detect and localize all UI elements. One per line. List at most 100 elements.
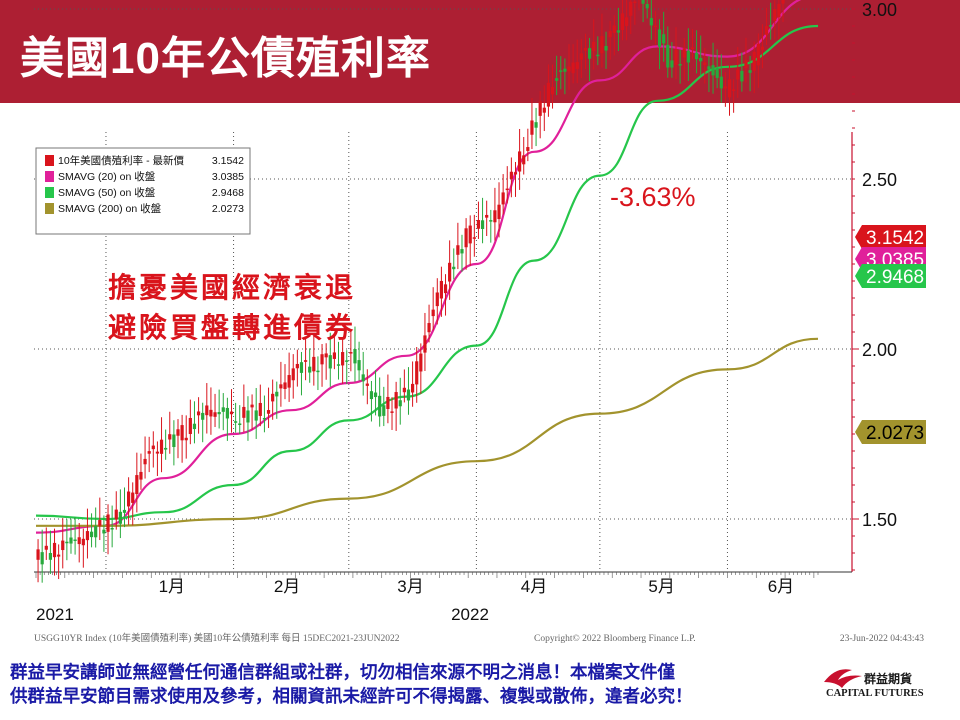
candle-body bbox=[699, 57, 703, 62]
candle-body bbox=[299, 362, 304, 373]
candle-body bbox=[616, 30, 620, 33]
candle-body bbox=[723, 86, 727, 89]
candle-body bbox=[649, 18, 653, 26]
candle-body bbox=[279, 384, 283, 389]
candle-body bbox=[52, 542, 57, 558]
candle-body bbox=[781, 0, 785, 4]
candle-body bbox=[472, 237, 476, 239]
year-label-2022: 2022 bbox=[451, 605, 489, 624]
candle-body bbox=[715, 67, 719, 78]
tag-last-price: 3.1542 bbox=[855, 225, 926, 249]
candle-body bbox=[159, 439, 164, 454]
candle-body bbox=[336, 364, 341, 366]
legend-swatch-2 bbox=[45, 187, 54, 198]
candle-body bbox=[184, 437, 188, 441]
disclaimer-line-1: 群益早安講師並無經營任何通信群組或社群，切勿相信來源不明之消息！本檔案文件僅 bbox=[10, 662, 675, 682]
candle-body bbox=[587, 48, 592, 59]
candle-body bbox=[740, 70, 744, 82]
candle-body bbox=[180, 425, 184, 441]
candle-body bbox=[287, 375, 291, 388]
candle-body bbox=[48, 553, 53, 560]
logo-bird-icon bbox=[824, 669, 862, 688]
candle-body bbox=[131, 492, 135, 503]
legend-label-3: SMAVG (200) on 收盤 bbox=[58, 202, 162, 215]
candle-body bbox=[534, 122, 538, 128]
candle-body bbox=[242, 406, 246, 418]
candle-body bbox=[57, 554, 61, 557]
candle-body bbox=[518, 151, 522, 172]
candle-body bbox=[608, 31, 612, 38]
candle-body bbox=[369, 391, 374, 400]
candle-body bbox=[744, 60, 748, 69]
candle-body bbox=[89, 531, 94, 538]
candle-body bbox=[386, 396, 390, 409]
candle-body bbox=[122, 509, 127, 513]
logo-en: CAPITAL FUTURES bbox=[826, 688, 924, 699]
candle-body bbox=[777, 3, 781, 18]
legend-label-0: 10年美國債殖利率 - 最新價 bbox=[58, 154, 185, 167]
copyright-text: Copyright© 2022 Bloomberg Finance L.P. bbox=[534, 633, 696, 644]
candle-body bbox=[357, 360, 361, 371]
x-tick-label-5: 6月 bbox=[768, 577, 794, 596]
candle-body bbox=[571, 62, 575, 74]
candle-body bbox=[419, 353, 423, 372]
candle-body bbox=[694, 52, 699, 60]
year-label-2021: 2021 bbox=[36, 605, 74, 624]
candle-body bbox=[596, 54, 600, 57]
source-text: USGG10YR Index (10年美國債殖利率) 美國10年公債殖利率 每日… bbox=[34, 632, 400, 644]
candle-body bbox=[176, 429, 180, 436]
candle-body bbox=[283, 382, 287, 389]
candle-body bbox=[254, 410, 258, 421]
candle-body bbox=[151, 445, 155, 450]
legend-value-0: 3.1542 bbox=[212, 155, 244, 167]
legend-label-2: SMAVG (50) on 收盤 bbox=[58, 186, 156, 199]
candle-body bbox=[225, 407, 229, 419]
candle-body bbox=[501, 192, 505, 205]
candle-body bbox=[40, 552, 44, 565]
candle-body bbox=[480, 220, 485, 229]
candle-body bbox=[410, 383, 415, 393]
candle-body bbox=[513, 172, 518, 175]
candle-body bbox=[493, 210, 497, 223]
candle-body bbox=[460, 249, 464, 254]
candle-body bbox=[732, 89, 736, 91]
candle-body bbox=[443, 284, 448, 294]
y-tick-label-3: 3.00 bbox=[862, 0, 897, 20]
candle-body bbox=[666, 44, 670, 68]
candle-body bbox=[139, 471, 143, 480]
sma20-line bbox=[35, 0, 802, 534]
x-tick-label-0: 1月 bbox=[159, 577, 185, 596]
legend-swatch-1 bbox=[45, 171, 54, 182]
candle-body bbox=[670, 60, 674, 68]
candle-body bbox=[550, 87, 555, 95]
candle-body bbox=[155, 451, 160, 454]
candle-body bbox=[674, 49, 678, 65]
candle-body bbox=[456, 245, 460, 255]
candle-body bbox=[373, 392, 378, 398]
candle-body bbox=[592, 41, 596, 52]
candle-body bbox=[448, 262, 452, 282]
candle-body bbox=[77, 537, 81, 545]
candle-body bbox=[229, 411, 234, 415]
candle-body bbox=[707, 66, 711, 70]
x-tick-label-3: 4月 bbox=[521, 577, 547, 596]
candle-body bbox=[509, 171, 513, 179]
candle-body bbox=[110, 527, 114, 530]
tag-sma200: 2.0273 bbox=[855, 420, 926, 444]
candle-body bbox=[563, 68, 567, 72]
candle-body bbox=[324, 353, 328, 358]
tag-sma50-text: 2.9468 bbox=[866, 267, 924, 288]
candle-body bbox=[69, 537, 73, 544]
candle-body bbox=[431, 309, 435, 317]
candle-body bbox=[262, 417, 267, 420]
y-tick-label-0: 1.50 bbox=[862, 510, 897, 530]
candle-body bbox=[476, 219, 481, 229]
logo-cn: 群益期貨 bbox=[864, 672, 913, 686]
candle-body bbox=[579, 53, 583, 60]
candle-body bbox=[402, 387, 406, 393]
candle-body bbox=[291, 368, 295, 381]
candle-body bbox=[258, 402, 262, 416]
candle-body bbox=[423, 335, 427, 353]
candle-body bbox=[703, 62, 707, 66]
candle-body bbox=[378, 395, 382, 417]
